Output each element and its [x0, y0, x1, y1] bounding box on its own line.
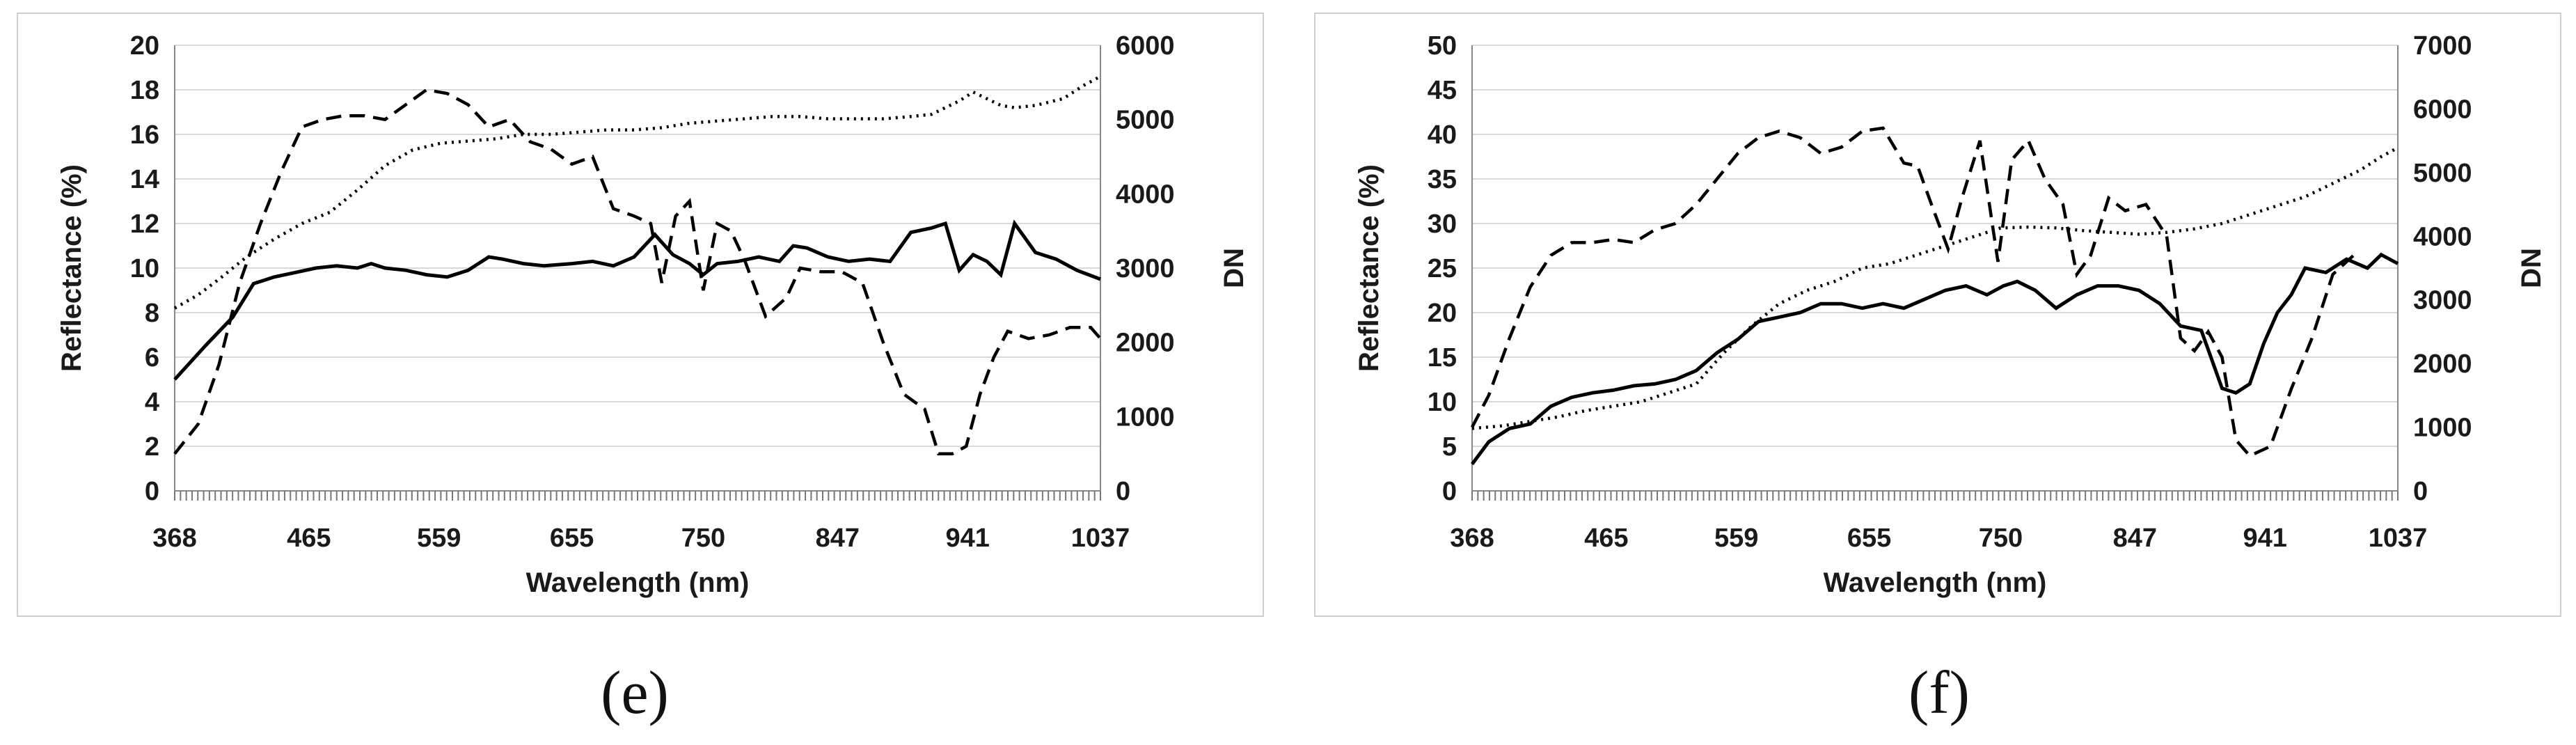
y-tick-label: 50 [1428, 31, 1457, 61]
y-tick-label: 15 [1428, 343, 1457, 372]
y2-tick-label: 7000 [2413, 31, 2472, 61]
y-tick-label: 45 [1428, 76, 1457, 105]
x-tick-label: 941 [2243, 524, 2286, 553]
x-tick-label: 1037 [2369, 524, 2428, 553]
caption-e: (e) [601, 659, 669, 727]
y-tick-label: 0 [1442, 477, 1457, 506]
y-axis-title: Reflectance (%) [56, 164, 87, 372]
x-tick-label: 368 [1450, 524, 1494, 553]
x-tick-label: 655 [550, 524, 594, 553]
y-tick-label: 16 [130, 120, 159, 150]
series-dashed-line [173, 88, 1102, 455]
x-axis-title: Wavelength (nm) [526, 567, 750, 598]
series-dotted-line [173, 74, 1102, 310]
series-dashed-line [1471, 126, 2355, 458]
y-tick-label: 18 [130, 76, 159, 105]
y2-tick-label: 0 [1116, 477, 1130, 506]
x-tick-label: 368 [152, 524, 196, 553]
x-axis-title: Wavelength (nm) [1824, 567, 2047, 598]
y2-tick-label: 6000 [1116, 31, 1175, 61]
y2-tick-label: 6000 [2413, 95, 2472, 124]
x-tick-label: 941 [945, 524, 989, 553]
y2-tick-label: 3000 [2413, 286, 2472, 315]
y-tick-label: 14 [130, 165, 159, 194]
y-axis-title: Reflectance (%) [1354, 164, 1384, 372]
y2-tick-label: 2000 [1116, 329, 1175, 358]
y2-tick-label: 1000 [2413, 414, 2472, 443]
x-tick-label: 750 [681, 524, 725, 553]
x-tick-label: 655 [1847, 524, 1891, 553]
chart-e-svg: 0 2 4 6 8 10 12 14 16 18 20 0 1000 2000 3000 4000 5000 60… [56, 31, 1249, 598]
series-dotted-line [1471, 146, 2399, 430]
y2-tick-label: 5000 [2413, 159, 2472, 188]
y-tick-label: 30 [1428, 210, 1457, 239]
caption-f: (f) [1909, 659, 1970, 727]
y-tick-label: 10 [1428, 388, 1457, 417]
x-tick-label: 1037 [1071, 524, 1130, 553]
y-tick-label: 10 [130, 254, 159, 283]
x-tick-label: 847 [816, 524, 860, 553]
y-tick-label: 2 [145, 432, 159, 462]
y-tick-label: 8 [145, 299, 159, 328]
x-tick-label: 750 [1979, 524, 2023, 553]
y2-tick-label: 4000 [2413, 222, 2472, 251]
y2-tick-label: 5000 [1116, 106, 1175, 135]
chart-panel-f: 0 5 10 15 20 25 30 35 40 45 50 0 1000 2000 3000 4000 500… [1314, 13, 2561, 617]
y-tick-label: 20 [130, 31, 159, 61]
series-solid-line [1470, 252, 2399, 466]
y2-tick-label: 3000 [1116, 254, 1175, 283]
y-tick-label: 4 [145, 388, 159, 417]
chart-panel-e: 0 2 4 6 8 10 12 14 16 18 20 0 1000 2000 3000 4000 5000 60… [17, 13, 1264, 617]
x-tick-label: 465 [1584, 524, 1628, 553]
y2-axis-title: DN [2516, 248, 2547, 288]
x-tick-label: 465 [287, 524, 331, 553]
y-tick-label: 35 [1428, 165, 1457, 194]
y2-tick-label: 1000 [1116, 402, 1175, 432]
y2-axis-title: DN [1219, 248, 1249, 288]
x-tick-label: 847 [2113, 524, 2157, 553]
x-tick-label: 559 [417, 524, 461, 553]
y-tick-label: 40 [1428, 120, 1457, 150]
y2-tick-label: 2000 [2413, 350, 2472, 379]
series-solid-line [173, 219, 1101, 381]
x-tick-label: 559 [1714, 524, 1758, 553]
y-tick-label: 5 [1442, 432, 1457, 462]
y-tick-label: 20 [1428, 299, 1457, 328]
y-tick-label: 6 [145, 343, 159, 372]
y2-tick-label: 0 [2413, 477, 2428, 506]
y-tick-label: 25 [1428, 254, 1457, 283]
y-tick-label: 0 [145, 477, 159, 506]
y-tick-label: 12 [130, 210, 159, 239]
chart-f-svg: 0 5 10 15 20 25 30 35 40 45 50 0 1000 2000 3000 4000 500… [1354, 31, 2547, 598]
y2-tick-label: 4000 [1116, 180, 1175, 209]
